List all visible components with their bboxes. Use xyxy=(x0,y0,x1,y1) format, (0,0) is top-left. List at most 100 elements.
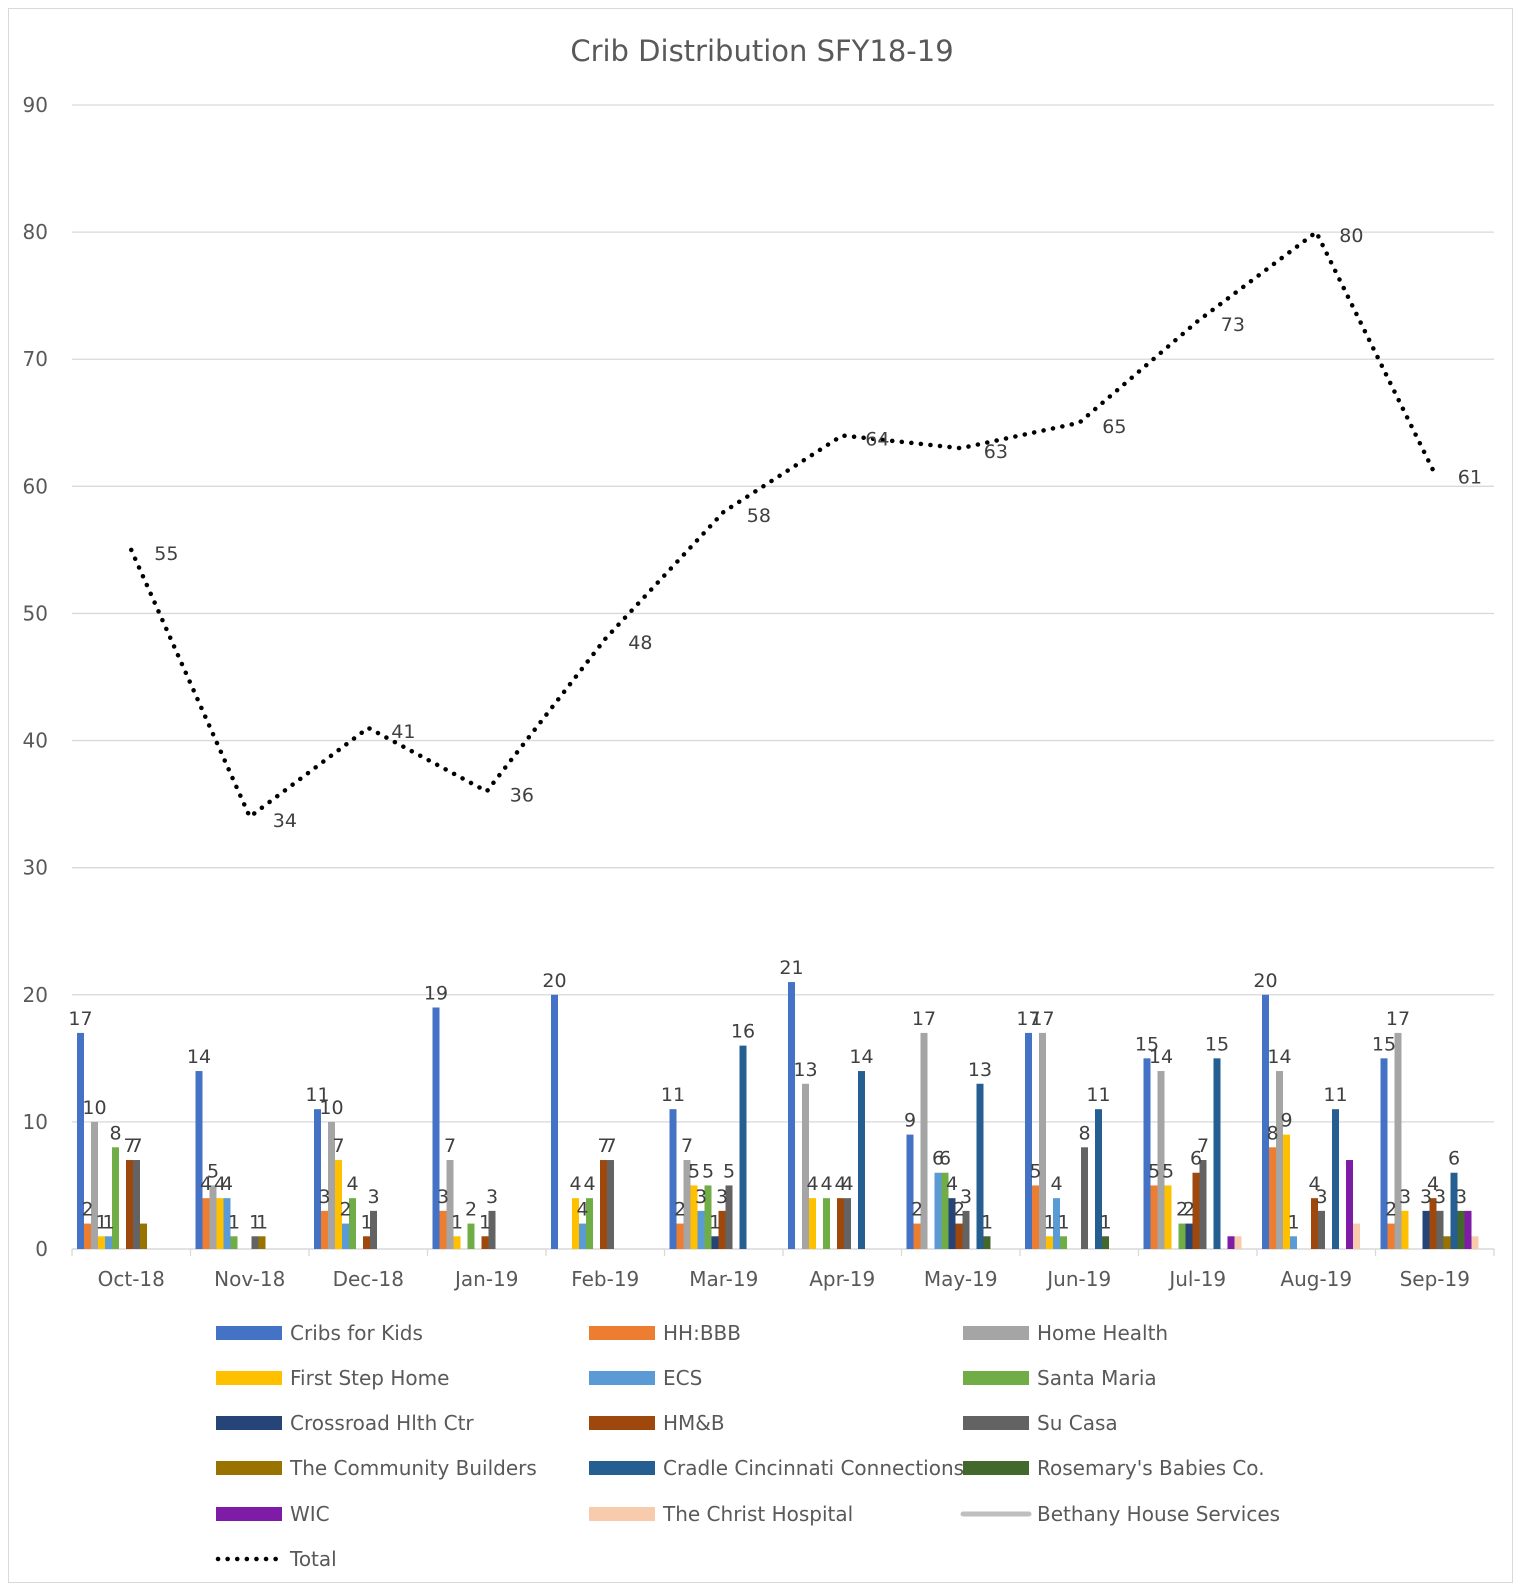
bar xyxy=(342,1223,349,1249)
legend-label: HH:BBB xyxy=(663,1321,741,1345)
bar xyxy=(467,1223,475,1249)
bar xyxy=(258,1236,266,1249)
bar-data-label: 3 xyxy=(367,1186,379,1208)
bar-data-label: 1 xyxy=(1287,1211,1299,1233)
bar xyxy=(1269,1147,1276,1249)
bar-data-label: 7 xyxy=(681,1135,693,1157)
x-tick-label: Oct-18 xyxy=(98,1267,165,1291)
legend-item: Home Health xyxy=(963,1321,1168,1345)
total-data-label: 73 xyxy=(1221,314,1245,336)
bar-data-label: 4 xyxy=(576,1199,588,1221)
bar xyxy=(1276,1071,1283,1249)
bar-data-label: 11 xyxy=(1323,1084,1347,1106)
total-data-label: 65 xyxy=(1102,416,1126,438)
legend-item: WIC xyxy=(216,1502,330,1526)
legend-item: HM&B xyxy=(589,1411,725,1435)
bar xyxy=(1262,994,1269,1249)
bar-data-label: 15 xyxy=(1135,1033,1159,1055)
legend-label: Rosemary's Babies Co. xyxy=(1037,1456,1265,1480)
legend-swatch xyxy=(589,1461,655,1475)
bar-data-label: 3 xyxy=(960,1186,972,1208)
total-data-label: 64 xyxy=(865,428,889,450)
bar xyxy=(1178,1223,1186,1249)
bar-data-label: 16 xyxy=(731,1021,755,1043)
bar xyxy=(1380,1058,1388,1249)
bar-data-label: 2 xyxy=(1183,1199,1195,1221)
bar-data-label: 5 xyxy=(207,1160,219,1182)
bar-data-label: 1 xyxy=(102,1211,114,1233)
bar xyxy=(126,1160,133,1249)
bar-data-label: 1 xyxy=(360,1211,372,1233)
bar-data-label: 4 xyxy=(221,1173,233,1195)
bar-data-label: 7 xyxy=(130,1135,142,1157)
bar-data-label: 9 xyxy=(904,1110,916,1132)
bar xyxy=(1150,1185,1158,1249)
bar-data-label: 3 xyxy=(716,1186,728,1208)
bar-data-label: 11 xyxy=(305,1084,329,1106)
bar xyxy=(133,1160,140,1249)
bar xyxy=(1060,1236,1067,1249)
bar-data-label: 4 xyxy=(1308,1173,1320,1195)
legend-item: Su Casa xyxy=(963,1411,1118,1435)
bar-data-label: 21 xyxy=(779,957,803,979)
bar xyxy=(607,1160,614,1249)
bar-data-label: 14 xyxy=(1149,1046,1173,1068)
bar-data-label: 3 xyxy=(318,1186,330,1208)
bar xyxy=(1143,1058,1151,1249)
bar xyxy=(551,994,558,1249)
bar xyxy=(572,1198,579,1249)
bar xyxy=(1450,1172,1458,1249)
bar xyxy=(934,1172,942,1249)
bar-data-label: 2 xyxy=(1385,1199,1397,1221)
bar-data-label: 10 xyxy=(319,1097,343,1119)
x-tick-label: Dec-18 xyxy=(333,1267,404,1291)
bar-data-label: 17 xyxy=(1030,1008,1054,1030)
bar-data-label: 5 xyxy=(702,1160,714,1182)
bar-data-label: 19 xyxy=(424,982,448,1004)
bar xyxy=(586,1198,593,1249)
bar-data-label: 1 xyxy=(228,1211,240,1233)
legend-item: First Step Home xyxy=(216,1366,449,1390)
bar xyxy=(788,982,795,1249)
bar-data-label: 3 xyxy=(486,1186,498,1208)
legend-label: Home Health xyxy=(1037,1321,1168,1345)
bar-data-label: 2 xyxy=(953,1199,965,1221)
x-axis: Oct-18 Nov-18 Dec-18 Jan-19 Feb-19 Mar-19 Apr-… xyxy=(71,1249,1495,1291)
bar xyxy=(1025,1032,1032,1249)
legend-swatch xyxy=(963,1326,1029,1340)
bar-data-label: 3 xyxy=(1399,1186,1411,1208)
bar xyxy=(481,1236,489,1249)
bar xyxy=(858,1071,865,1249)
legend-item: The Community Builders xyxy=(216,1456,537,1480)
y-tick-label: 0 xyxy=(35,1237,48,1261)
bar-data-label: 5 xyxy=(1029,1160,1041,1182)
bar-data-label: 1 xyxy=(1043,1211,1055,1233)
bar xyxy=(98,1236,105,1249)
legend-item: Total xyxy=(215,1547,337,1571)
bar xyxy=(91,1121,98,1249)
bar xyxy=(711,1236,719,1249)
legend: Cribs for Kids HH:BBB Home Health First Ste… xyxy=(215,1321,1280,1571)
bar xyxy=(920,1032,928,1249)
bar xyxy=(223,1198,231,1249)
bar-data-label: 4 xyxy=(583,1173,595,1195)
bar xyxy=(1032,1185,1039,1249)
bar xyxy=(983,1236,991,1249)
bar xyxy=(230,1236,238,1249)
bar xyxy=(209,1185,217,1249)
legend-label: Cradle Cincinnati Connections xyxy=(663,1456,964,1480)
legend-label: Santa Maria xyxy=(1037,1366,1157,1390)
bar-data-label: 3 xyxy=(1315,1186,1327,1208)
bar xyxy=(1394,1032,1402,1249)
bar xyxy=(1227,1236,1235,1249)
bar xyxy=(1401,1210,1409,1249)
bar xyxy=(314,1109,321,1249)
legend-item: The Christ Hospital xyxy=(589,1502,853,1526)
bar-data-label: 1 xyxy=(95,1211,107,1233)
total-data-label: 63 xyxy=(984,441,1008,463)
bar xyxy=(802,1083,809,1249)
bar-data-label: 7 xyxy=(332,1135,344,1157)
bar xyxy=(439,1210,447,1249)
bar-data-label: 3 xyxy=(1420,1186,1432,1208)
